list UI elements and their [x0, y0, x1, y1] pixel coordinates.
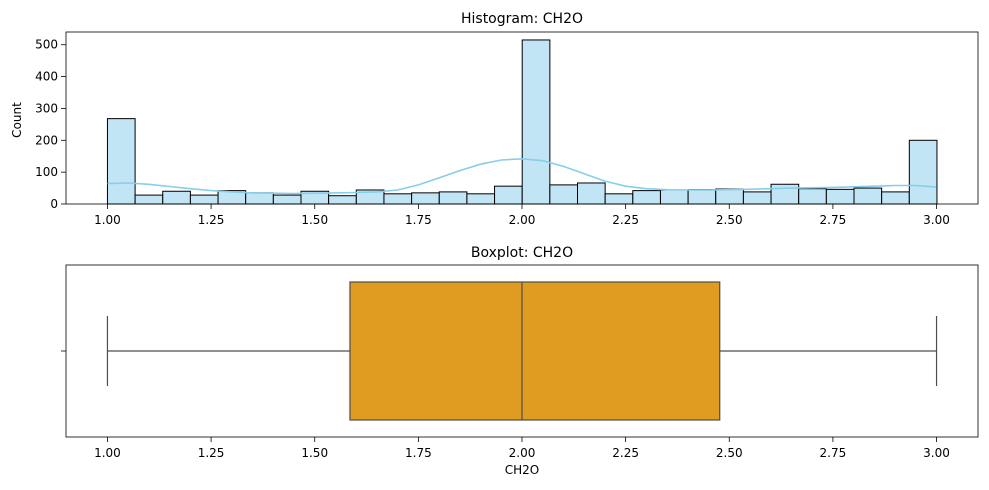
boxplot-x-tick-label: 3.00 — [923, 446, 950, 460]
boxplot-x-tick-label: 1.25 — [198, 446, 225, 460]
boxplot-x-axis-label: CH2O — [505, 463, 539, 477]
histogram-bar — [383, 193, 413, 205]
histogram-y-tick-label: 100 — [35, 165, 58, 179]
histogram-bars — [106, 39, 938, 205]
histogram-x-ticks: 1.00 1.25 1.50 1.75 2.00 2.25 2.50 2.75 3.00 — [94, 204, 950, 227]
histogram-x-tick-label: 2.50 — [716, 213, 743, 227]
histogram-bar — [466, 193, 496, 205]
histogram-bar — [825, 188, 855, 205]
histogram-x-tick-label: 2.00 — [509, 213, 536, 227]
histogram-bar — [908, 139, 938, 205]
boxplot-elements — [106, 281, 938, 421]
histogram-bar — [770, 183, 800, 205]
boxplot-box — [349, 281, 721, 421]
histogram-x-tick-label: 2.75 — [820, 213, 847, 227]
histogram-bar — [742, 191, 772, 205]
histogram-bar — [162, 190, 191, 205]
histogram-panel: Histogram: CH2O Count 1.00 1.25 1.50 1.75 2.… — [10, 11, 979, 227]
histogram-kde-curve — [107, 157, 937, 195]
boxplot-title: Boxplot: CH2O — [471, 245, 573, 261]
boxplot-x-tick-label: 2.75 — [820, 446, 847, 460]
boxplot-x-ticks: 1.00 1.25 1.50 1.75 2.00 2.25 2.50 2.75 3.00 — [94, 437, 950, 460]
histogram-y-ticks: 0 100 200 300 400 500 — [35, 38, 66, 211]
boxplot-x-tick-label: 2.50 — [716, 446, 743, 460]
boxplot-panel: Boxplot: CH2O 1.00 1.25 1.50 1.75 2.00 2.25 2.… — [61, 245, 979, 477]
histogram-y-tick-label: 200 — [35, 133, 58, 147]
histogram-bar — [411, 192, 440, 205]
histogram-bar — [853, 187, 883, 205]
histogram-bar — [272, 194, 302, 205]
histogram-y-tick-label: 300 — [35, 101, 58, 115]
histogram-x-tick-label: 3.00 — [923, 213, 950, 227]
histogram-title: Histogram: CH2O — [461, 11, 583, 27]
histogram-y-tick-label: 500 — [35, 38, 58, 52]
histogram-y-tick-label: 0 — [50, 197, 58, 211]
histogram-bar — [881, 191, 910, 205]
histogram-y-tick-label: 400 — [35, 70, 58, 84]
histogram-bar — [577, 182, 606, 205]
histogram-bar — [687, 189, 717, 205]
boxplot-x-tick-label: 1.75 — [405, 446, 432, 460]
histogram-bar — [494, 185, 523, 205]
boxplot-x-tick-label: 2.00 — [509, 446, 536, 460]
histogram-bar — [328, 195, 357, 205]
histogram-x-tick-label: 2.25 — [612, 213, 639, 227]
histogram-bar — [659, 189, 689, 205]
boxplot-x-tick-label: 1.00 — [94, 446, 121, 460]
histogram-bar — [134, 194, 164, 205]
histogram-bar — [549, 184, 579, 205]
histogram-bar — [521, 39, 551, 205]
histogram-bar — [189, 194, 219, 205]
histogram-x-tick-label: 1.75 — [405, 213, 432, 227]
histogram-bar — [245, 192, 274, 205]
histogram-bar — [438, 191, 468, 205]
histogram-x-tick-label: 1.00 — [94, 213, 121, 227]
histogram-x-tick-label: 1.25 — [198, 213, 225, 227]
boxplot-x-tick-label: 1.50 — [301, 446, 328, 460]
histogram-x-tick-label: 1.50 — [301, 213, 328, 227]
histogram-bar — [604, 193, 634, 205]
histogram-bar — [798, 188, 827, 205]
histogram-y-axis-label: Count — [10, 102, 24, 138]
histogram-bar — [106, 118, 136, 205]
boxplot-x-tick-label: 2.25 — [612, 446, 639, 460]
histogram-bar — [715, 188, 744, 205]
histogram-bar — [632, 190, 661, 205]
